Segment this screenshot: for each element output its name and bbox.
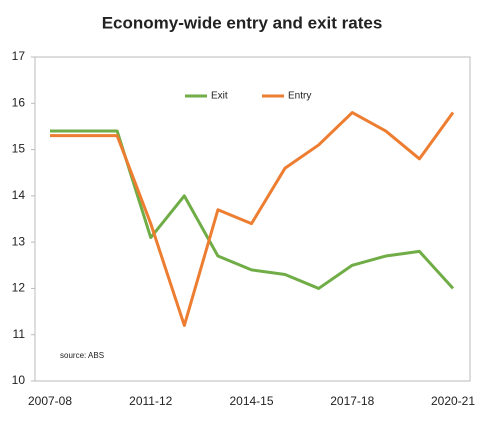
series-line [50,111,455,327]
y-tick-label: 14 [12,188,26,202]
x-tick-label: 2014-15 [229,394,273,408]
y-tick-label: 13 [12,234,26,248]
plot-area [34,56,471,382]
y-tick-label: 11 [13,327,26,341]
x-tick-label: 2011-12 [129,394,172,408]
legend-label: Entry [288,91,311,102]
x-tick-label: 2020-21 [431,394,475,408]
x-tick-label: 2007-08 [28,394,72,408]
y-tick-label: 12 [12,281,26,295]
series-line [50,129,455,290]
y-tick-label: 16 [12,95,26,109]
annotation: source: ABS [60,351,104,360]
y-tick-label: 17 [12,49,26,63]
y-tick-label: 15 [12,142,26,156]
y-tick-label: 10 [12,373,26,387]
x-tick-label: 2017-18 [330,394,374,408]
chart-title: Economy-wide entry and exit rates [102,13,383,32]
legend-label: Exit [211,91,228,102]
